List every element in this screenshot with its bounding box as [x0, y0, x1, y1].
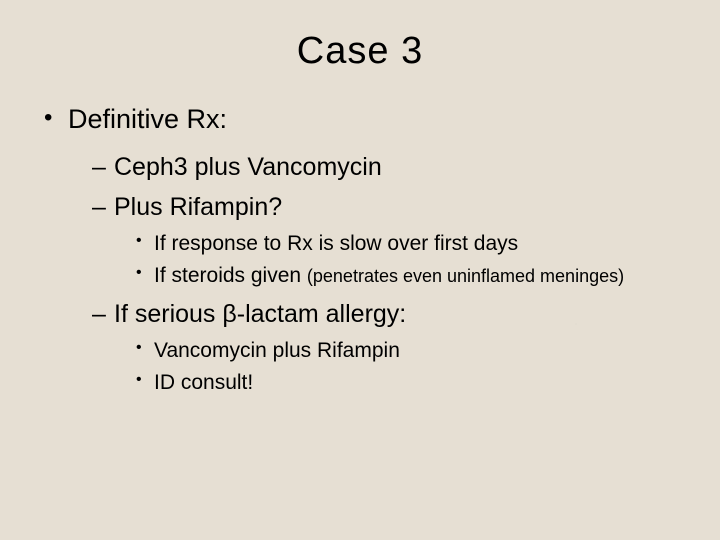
- bullet-lvl3-id-consult: ID consult!: [40, 369, 680, 397]
- bullet-lvl2-ceph3-vanco: Ceph3 plus Vancomycin: [40, 151, 680, 184]
- group-allergy: If serious β-lactam allergy: Vancomycin …: [40, 298, 680, 397]
- bullet-lvl3-steroids-main: If steroids given: [154, 264, 307, 287]
- group-rifampin: Plus Rifampin? If response to Rx is slow…: [40, 191, 680, 290]
- bullet-lvl3-slow-response: If response to Rx is slow over first day…: [40, 230, 680, 258]
- group-ceph3: Ceph3 plus Vancomycin: [40, 151, 680, 184]
- bullet-lvl3-steroids-paren: (penetrates even uninflamed meninges): [307, 266, 624, 286]
- bullet-lvl3-steroids: If steroids given (penetrates even uninf…: [40, 262, 680, 290]
- slide-container: Case 3 Definitive Rx: Ceph3 plus Vancomy…: [0, 0, 720, 540]
- bullet-lvl2-beta-lactam-allergy: If serious β-lactam allergy:: [40, 298, 680, 331]
- slide-title: Case 3: [40, 30, 680, 73]
- bullet-lvl3-vanco-rifampin: Vancomycin plus Rifampin: [40, 337, 680, 365]
- bullet-lvl2-plus-rifampin: Plus Rifampin?: [40, 191, 680, 224]
- bullet-lvl1-definitive-rx: Definitive Rx:: [40, 103, 680, 137]
